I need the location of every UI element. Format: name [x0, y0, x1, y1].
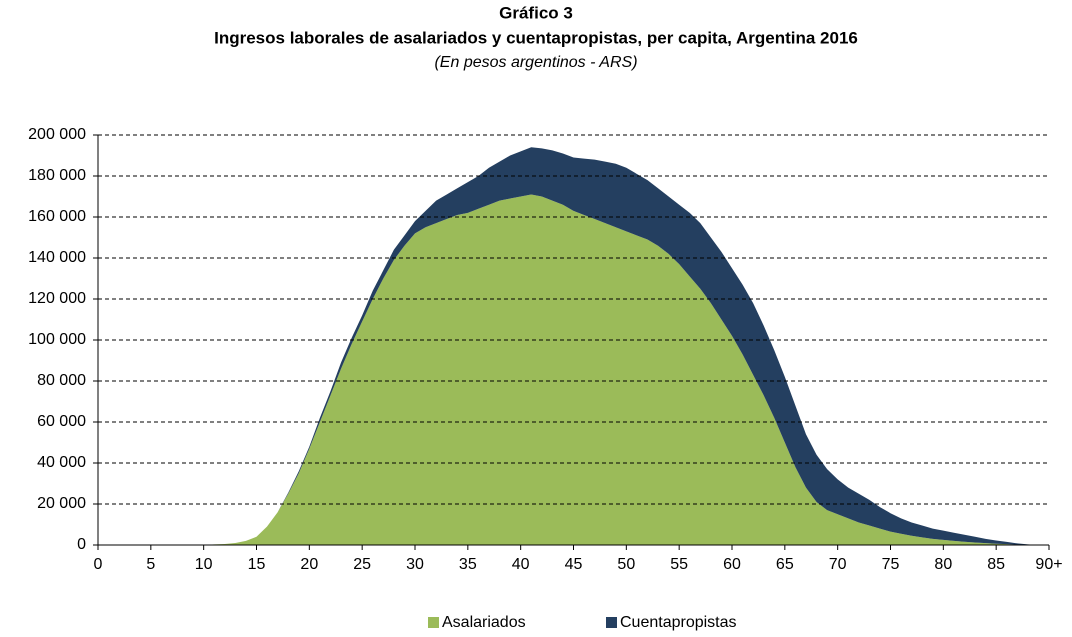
x-tick-label: 85	[987, 556, 1005, 573]
x-tick-label: 0	[94, 556, 103, 573]
x-tick-label: 75	[882, 556, 900, 573]
x-tick-label: 65	[776, 556, 794, 573]
x-tick-label: 15	[248, 556, 266, 573]
y-tick-label: 80 000	[37, 372, 86, 389]
area	[98, 147, 1049, 546]
x-tick-label: 35	[459, 556, 477, 573]
y-tick-label: 140 000	[28, 249, 86, 266]
x-tick-label: 70	[829, 556, 847, 573]
y-tick-label: 100 000	[28, 331, 86, 348]
x-tick-label: 10	[195, 556, 213, 573]
chart-note: (En pesos argentinos - ARS)	[434, 54, 637, 71]
x-tick-label: 90+	[1035, 556, 1062, 573]
x-tick-label: 55	[670, 556, 688, 573]
y-tick-label: 0	[77, 536, 86, 553]
x-tick-label: 45	[565, 556, 583, 573]
x-tick-label: 50	[617, 556, 635, 573]
y-tick-label: 180 000	[28, 167, 86, 184]
x-tick-label: 20	[300, 556, 318, 573]
y-tick-label: 60 000	[37, 413, 86, 430]
y-tick-label: 20 000	[37, 495, 86, 512]
x-tick-label: 80	[934, 556, 952, 573]
x-tick-label: 40	[512, 556, 530, 573]
x-tick-label: 5	[146, 556, 155, 573]
legend-swatch	[428, 617, 439, 628]
chart-subtitle: Ingresos laborales de asalariados y cuen…	[214, 28, 858, 47]
x-tick-label: 30	[406, 556, 424, 573]
area	[98, 194, 1049, 545]
legend-label: Asalariados	[442, 614, 526, 631]
y-tick-label: 120 000	[28, 290, 86, 307]
x-tick-label: 60	[723, 556, 741, 573]
y-tick-label: 40 000	[37, 454, 86, 471]
legend-swatch	[606, 617, 617, 628]
legend-label: Cuentapropistas	[620, 614, 737, 631]
chart-title: Gráfico 3	[499, 3, 573, 22]
y-tick-label: 200 000	[28, 126, 86, 143]
x-tick-label: 25	[353, 556, 371, 573]
y-tick-label: 160 000	[28, 208, 86, 225]
